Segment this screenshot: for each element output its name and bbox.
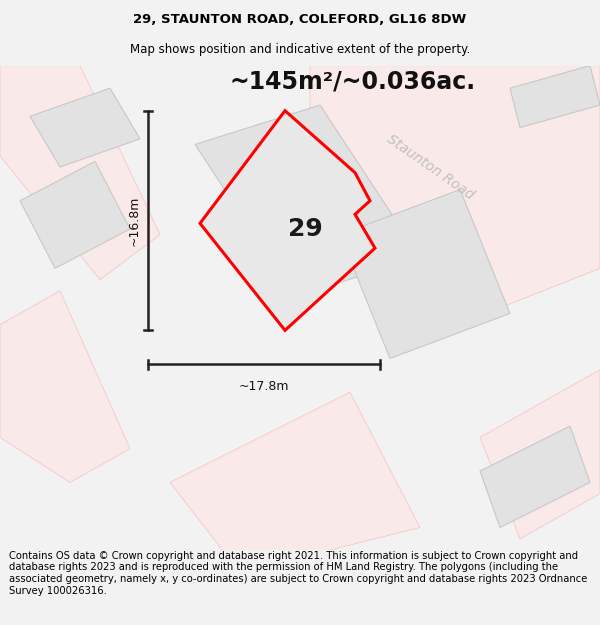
Text: Staunton Road: Staunton Road (384, 132, 476, 202)
Text: ~17.8m: ~17.8m (239, 380, 289, 393)
Text: ~16.8m: ~16.8m (128, 196, 140, 246)
Text: 29, STAUNTON ROAD, COLEFORD, GL16 8DW: 29, STAUNTON ROAD, COLEFORD, GL16 8DW (133, 13, 467, 26)
Text: Contains OS data © Crown copyright and database right 2021. This information is : Contains OS data © Crown copyright and d… (9, 551, 587, 596)
Polygon shape (310, 66, 600, 308)
Polygon shape (195, 105, 420, 296)
Text: ~145m²/~0.036ac.: ~145m²/~0.036ac. (230, 70, 476, 94)
Polygon shape (0, 66, 160, 279)
Polygon shape (340, 189, 510, 359)
Polygon shape (30, 88, 140, 167)
Polygon shape (480, 370, 600, 539)
Polygon shape (20, 161, 130, 268)
Polygon shape (200, 111, 375, 331)
Polygon shape (0, 291, 130, 482)
Text: 29: 29 (287, 217, 322, 241)
Polygon shape (480, 426, 590, 528)
Polygon shape (510, 66, 600, 128)
Text: Map shows position and indicative extent of the property.: Map shows position and indicative extent… (130, 42, 470, 56)
Polygon shape (170, 392, 420, 572)
